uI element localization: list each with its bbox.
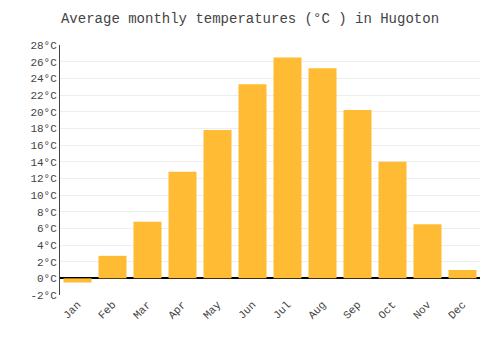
svg-text:Sep: Sep: [341, 299, 363, 321]
svg-text:16°C: 16°C: [30, 140, 57, 152]
svg-text:2°C: 2°C: [37, 257, 57, 269]
svg-text:6°C: 6°C: [37, 223, 57, 235]
svg-text:Dec: Dec: [446, 299, 468, 321]
svg-text:Aug: Aug: [306, 299, 328, 321]
svg-text:Mar: Mar: [131, 299, 153, 321]
svg-text:14°C: 14°C: [30, 157, 57, 169]
svg-text:Jun: Jun: [236, 299, 258, 321]
svg-text:4°C: 4°C: [37, 240, 57, 252]
svg-text:Jul: Jul: [271, 299, 293, 321]
svg-text:-2°C: -2°C: [30, 290, 57, 302]
svg-text:26°C: 26°C: [30, 57, 57, 69]
svg-text:Apr: Apr: [166, 299, 188, 321]
svg-text:Average monthly temperatures (: Average monthly temperatures (°C ) in Hu…: [61, 11, 439, 27]
svg-text:28°C: 28°C: [30, 40, 57, 52]
svg-text:24°C: 24°C: [30, 73, 57, 85]
svg-text:10°C: 10°C: [30, 190, 57, 202]
svg-text:12°C: 12°C: [30, 173, 57, 185]
svg-text:18°C: 18°C: [30, 123, 57, 135]
svg-text:Feb: Feb: [96, 299, 118, 321]
svg-text:8°C: 8°C: [37, 207, 57, 219]
svg-text:22°C: 22°C: [30, 90, 57, 102]
svg-text:0°C: 0°C: [37, 273, 57, 285]
svg-text:Nov: Nov: [411, 299, 434, 322]
svg-text:Jan: Jan: [61, 299, 83, 321]
svg-text:Oct: Oct: [376, 299, 398, 321]
svg-text:20°C: 20°C: [30, 107, 57, 119]
svg-text:May: May: [201, 299, 224, 322]
